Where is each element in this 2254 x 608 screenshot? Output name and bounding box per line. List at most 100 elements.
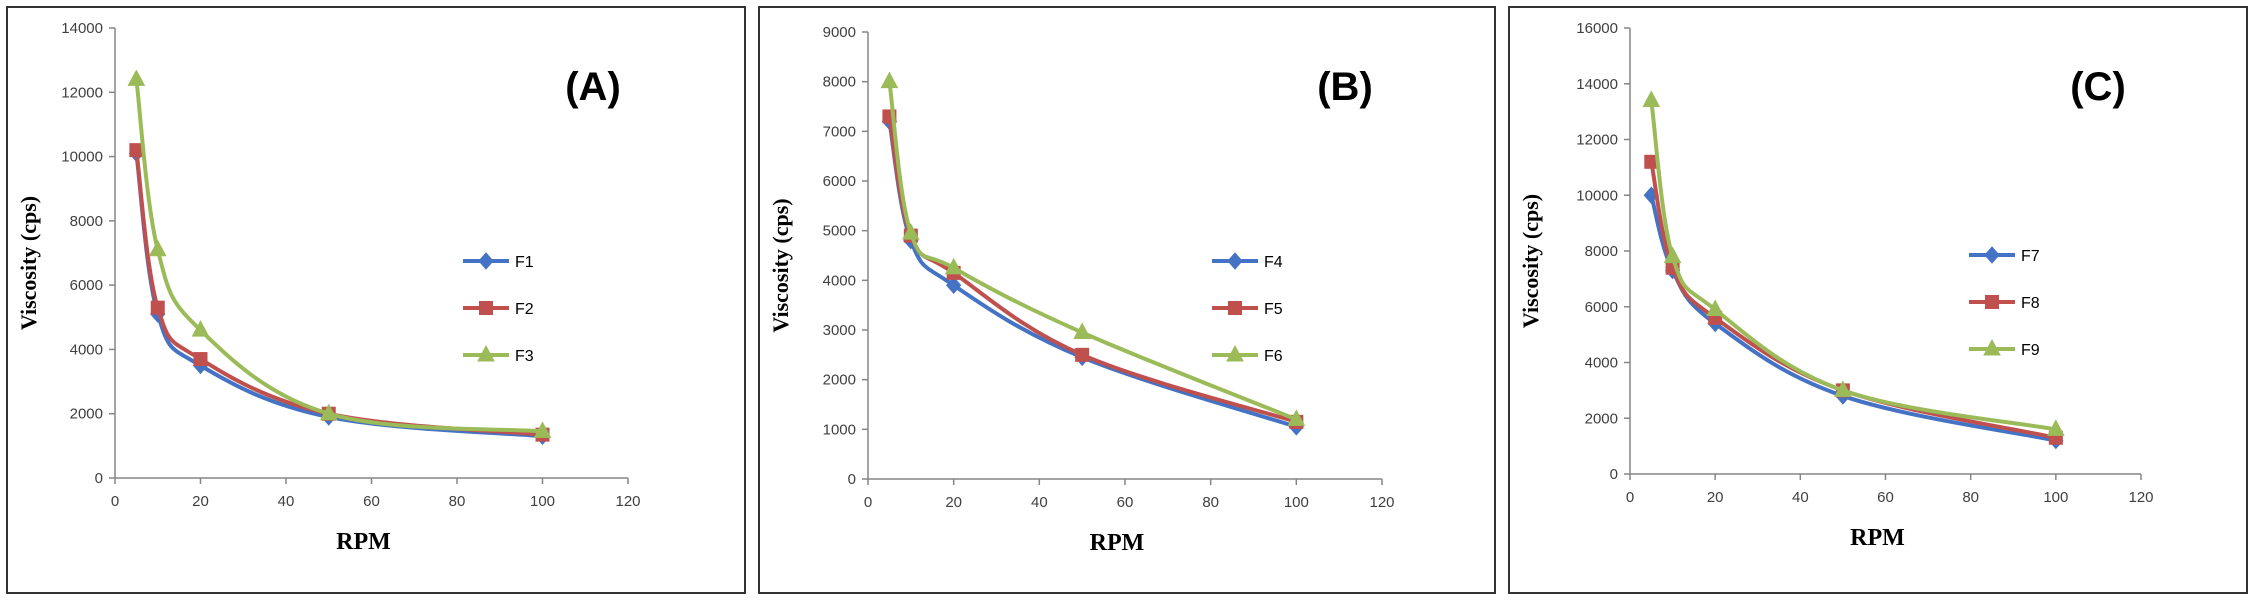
data-point-f9 [1834,380,1852,397]
y-tick-label: 8000 [1585,243,1618,260]
panel-label: (C) [2070,65,2126,109]
series-line-f2 [134,149,543,437]
panel-label: (B) [1317,65,1373,109]
y-tick-label: 4000 [1585,355,1618,372]
y-tick-label: 5000 [823,223,856,240]
legend-marker-f2 [479,301,493,315]
x-tick-label: 60 [1877,489,1894,506]
chart-panel-b: 0 1000 2000 3000 4000 5000 6000 7000 8000 9000 0 20… [758,6,1496,594]
data-point-f5 [1075,347,1090,362]
y-axis-title: Viscosity (cps) [16,196,41,330]
legend-label-f7: F7 [2021,248,2040,265]
legend-label-f8: F8 [2021,295,2040,312]
data-point-f9 [1663,246,1682,264]
y-tick-label: 12000 [61,84,103,101]
legend-label-f4: F4 [1264,254,1283,271]
data-point-f9 [1642,90,1661,107]
legend-marker-f3 [477,344,495,362]
data-point-f3 [533,421,552,438]
chart-panel-a: 0 2000 4000 6000 8000 10000 12000 14000 0 20 40 60 8… [6,6,746,594]
data-point-f2 [193,352,208,367]
legend-marker-f9 [1983,338,2001,356]
data-point-f6 [944,257,963,275]
legend-marker-f7 [1984,246,2000,264]
viscosity-chart-a: 0 2000 4000 6000 8000 10000 12000 14000 0 20 40 60 8… [16,20,641,555]
data-point-f3 [127,69,146,86]
y-tick-label: 0 [95,470,103,487]
y-tick-label: 1000 [823,421,856,438]
series-line-f9 [1649,100,2057,432]
data-point-f6 [1287,409,1306,426]
y-tick-label: 14000 [61,20,103,37]
x-tick-label: 0 [1626,489,1634,506]
x-tick-label: 60 [1117,494,1134,511]
y-tick-label: 6000 [70,277,103,294]
legend-marker-f1 [478,252,494,270]
y-tick-label: 14000 [1576,76,1618,93]
y-tick-label: 8000 [823,74,856,91]
data-point-f3 [319,403,338,421]
x-axis-title: RPM [1090,530,1145,556]
panel-label: (A) [565,65,621,109]
y-tick-label: 8000 [70,213,103,230]
y-tick-label: 16000 [1576,20,1618,37]
x-tick-label: 20 [1707,489,1724,506]
y-tick-label: 10000 [1576,187,1618,204]
x-tick-label: 20 [192,493,209,510]
legend-marker-f8 [1985,295,1999,309]
y-tick-label: 10000 [61,149,103,166]
data-point-f4 [946,276,962,295]
x-axis-title: RPM [1850,525,1905,551]
x-tick-label: 80 [1962,489,1979,506]
x-tick-label: 100 [530,493,555,510]
data-point-f6 [901,223,920,240]
series-line-f6 [887,81,1298,422]
y-tick-label: 9000 [823,24,856,41]
data-point-f9 [2046,419,2065,436]
legend-label-f5: F5 [1264,301,1283,318]
x-tick-label: 60 [363,493,380,510]
series-line-f3 [134,79,543,434]
y-tick-label: 6000 [823,173,856,190]
x-tick-label: 120 [615,493,640,510]
y-tick-label: 4000 [70,341,103,358]
viscosity-chart-b: 0 1000 2000 3000 4000 5000 6000 7000 8000 9000 0 20… [768,24,1395,556]
x-tick-label: 40 [1031,494,1048,511]
legend-marker-f5 [1228,301,1242,315]
data-point-f3 [148,239,167,257]
x-tick-label: 80 [449,493,466,510]
data-point-f6 [880,71,899,89]
y-tick-label: 6000 [1585,299,1618,316]
x-tick-label: 80 [1202,494,1219,511]
x-tick-label: 120 [2128,489,2153,506]
legend-marker-f6 [1226,344,1244,362]
legend-label-f2: F2 [515,301,534,318]
y-axis-title: Viscosity (cps) [1518,194,1543,328]
x-tick-label: 0 [111,493,119,510]
data-point-f2 [150,300,165,315]
legend-marker-f4 [1227,252,1243,270]
y-tick-label: 2000 [70,406,103,423]
x-tick-label: 20 [945,494,962,511]
x-tick-label: 100 [2043,489,2068,506]
data-point-f9 [1706,299,1725,317]
y-tick-label: 4000 [823,272,856,289]
legend-label-f3: F3 [515,348,534,365]
y-tick-label: 0 [848,471,856,488]
x-tick-label: 0 [864,494,872,511]
x-tick-label: 40 [1792,489,1809,506]
x-tick-label: 120 [1369,494,1394,511]
y-tick-label: 0 [1610,466,1618,483]
y-tick-label: 12000 [1576,132,1618,149]
y-axis-title: Viscosity (cps) [768,198,793,332]
viscosity-chart-c: 0 2000 4000 6000 8000 10000 12000 14000 16000 0 20… [1518,20,2154,551]
x-tick-label: 100 [1284,494,1309,511]
y-tick-label: 7000 [823,123,856,140]
legend-label-f6: F6 [1264,348,1283,365]
series-line-f1 [134,153,543,439]
chart-panel-c: 0 2000 4000 6000 8000 10000 12000 14000 16000 0 20… [1508,6,2248,594]
y-tick-label: 3000 [823,322,856,339]
x-tick-label: 40 [278,493,295,510]
legend-label-f1: F1 [515,254,534,271]
legend-label-f9: F9 [2021,342,2040,359]
